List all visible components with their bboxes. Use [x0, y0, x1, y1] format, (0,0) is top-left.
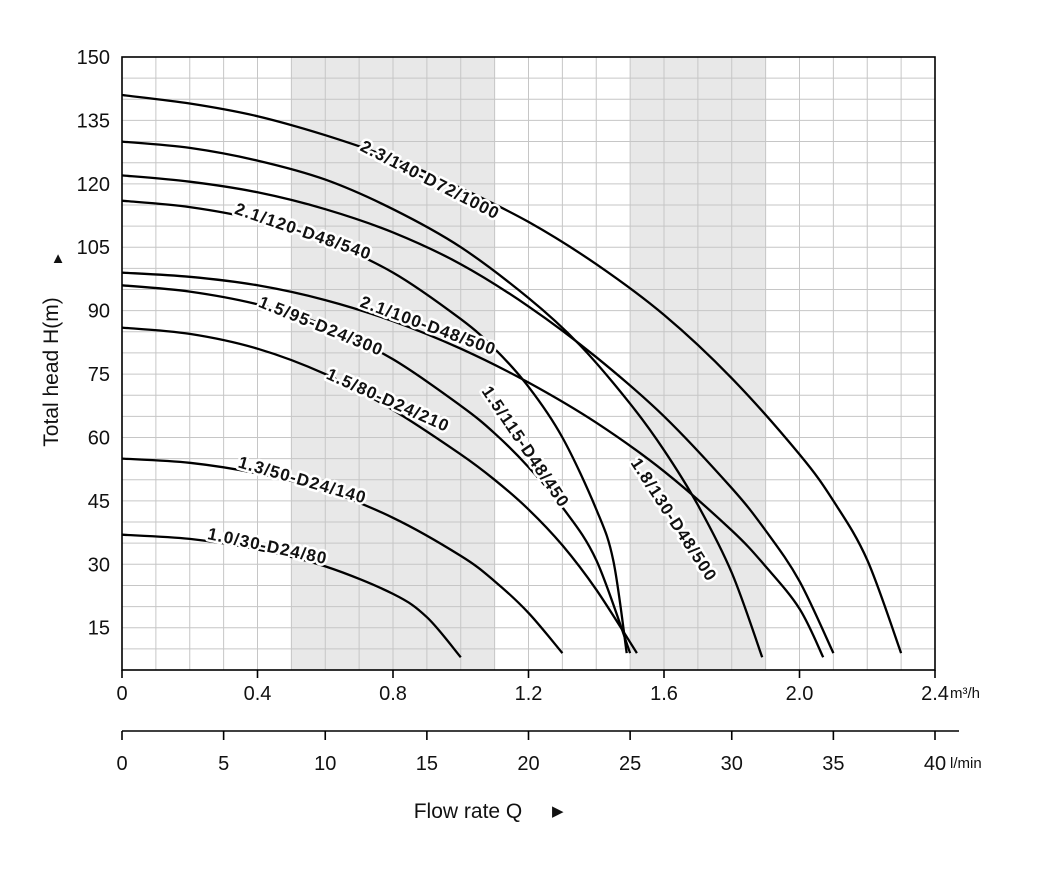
pump-curve-1.5/115-D48/450: [121, 199, 628, 654]
x-axis-title: Flow rate Q: [414, 800, 523, 823]
pump-curve-2.1/120-D48/540: [121, 174, 835, 654]
pump-curve-1.5/80-D24/210: [121, 326, 638, 654]
y-tick-label: 30: [88, 554, 110, 576]
y-axis-arrow-icon: ▲: [51, 250, 66, 267]
m3h-unit-label: m³/h: [950, 685, 980, 702]
y-tick-label: 120: [77, 174, 110, 196]
x-tick-label-lmin: 20: [517, 753, 539, 775]
x-tick-label-lmin: 40: [924, 753, 946, 775]
pump-curve-1.5/95-D24/300: [121, 284, 632, 654]
y-tick-label: 15: [88, 618, 110, 640]
x-tick-label-m3h: 1.2: [515, 683, 543, 705]
pump-curve-1.0/30-D24/80: [121, 533, 462, 659]
x-tick-label-lmin: 0: [116, 753, 127, 775]
y-tick-label: 105: [77, 237, 110, 259]
y-axis-title: Total head H(m): [40, 297, 63, 446]
y-tick-label: 60: [88, 427, 110, 449]
pump-curve-1.8/130-D48/500: [121, 140, 764, 658]
y-tick-label: 45: [88, 491, 110, 513]
x-tick-label-m3h: 2.4: [921, 683, 949, 705]
x-tick-label-lmin: 25: [619, 753, 641, 775]
x-tick-label-m3h: 0.8: [379, 683, 407, 705]
pump-curve-2.3/140-D72/1000: [121, 93, 903, 654]
x-tick-label-m3h: 1.6: [650, 683, 678, 705]
x-axis-arrow-icon: ▶: [552, 803, 564, 820]
lmin-unit-label: l/min: [950, 755, 982, 772]
x-tick-label-lmin: 35: [822, 753, 844, 775]
x-tick-label-lmin: 5: [218, 753, 229, 775]
x-tick-label-m3h: 0.4: [244, 683, 272, 705]
y-tick-label: 75: [88, 364, 110, 386]
pump-curve-1.3/50-D24/140: [121, 457, 564, 654]
pump-curve-2.1/100-D48/500: [121, 271, 825, 658]
x-tick-label-lmin: 15: [416, 753, 438, 775]
y-tick-label: 135: [77, 110, 110, 132]
x-tick-label-m3h: 2.0: [786, 683, 814, 705]
x-tick-label-lmin: 30: [721, 753, 743, 775]
x-tick-label-lmin: 10: [314, 753, 336, 775]
y-tick-label: 90: [88, 301, 110, 323]
x-tick-label-m3h: 0: [116, 683, 127, 705]
y-tick-label: 150: [77, 47, 110, 69]
